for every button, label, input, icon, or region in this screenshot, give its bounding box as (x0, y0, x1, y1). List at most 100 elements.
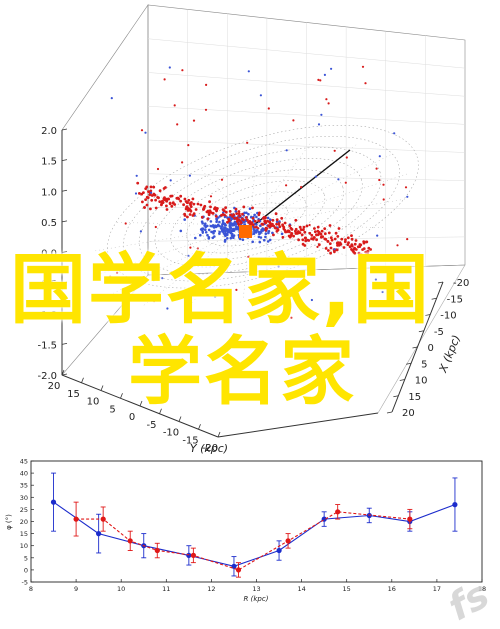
data-point (335, 509, 341, 515)
data-point (50, 499, 57, 505)
scatter-point-red (269, 224, 273, 228)
scatter-point-halo (188, 174, 191, 177)
scatter-point-red (329, 246, 333, 250)
scatter-point-red (194, 208, 198, 211)
scatter-point-red (171, 201, 175, 205)
scatter-point-red (170, 194, 174, 198)
scatter-point-red (160, 202, 164, 206)
scatter-point-red (313, 227, 316, 230)
scatter-point-red (141, 200, 144, 204)
scatter-point-blue (255, 228, 259, 232)
scatter-point-red (283, 228, 287, 232)
y-tick-label: -15 (182, 435, 198, 446)
x-tick-label: -15 (447, 294, 463, 305)
scatter-point-red (275, 222, 278, 226)
scatter-point-blue (229, 236, 233, 240)
scatter-point-blue (232, 234, 236, 237)
scatter-point-red (260, 222, 264, 226)
scatter-point-red (318, 231, 321, 235)
scatter-point-halo (376, 234, 379, 237)
data-point (186, 552, 192, 559)
scatter-point-halo (320, 113, 323, 116)
scatter-point-red (366, 250, 370, 253)
scatter-point-red (226, 220, 229, 224)
sun-direction-line (244, 149, 351, 233)
z-tick-label: 2.0 (41, 126, 57, 137)
scatter-point-red (200, 215, 204, 219)
scatter-point-blue (215, 218, 219, 222)
scatter-point-red (241, 212, 244, 216)
x-tick-label: 9 (74, 585, 78, 593)
scatter-point-halo (290, 316, 293, 319)
scatter-point-red (329, 236, 333, 240)
y-tick-label: 20 (20, 518, 28, 526)
scatter-point-red (304, 236, 307, 240)
data-point (127, 538, 133, 544)
scatter-point-halo (139, 230, 142, 233)
scatter-point-halo (406, 238, 409, 241)
scatter-point-red (253, 219, 257, 223)
x-tick-label: 15 (343, 585, 351, 593)
scatter-point-halo (378, 155, 381, 158)
scatter-point-halo (382, 198, 385, 201)
y-tick (178, 416, 182, 422)
scatter-point-halo (199, 293, 202, 296)
z-tick-label: 0.0 (41, 249, 57, 260)
scatter-point-red (288, 224, 292, 228)
scatter-point-red (165, 208, 169, 211)
scatter-point-red (266, 219, 269, 223)
scatter-point-red (335, 248, 339, 252)
scatter-point-red (304, 239, 308, 243)
data-point (154, 547, 160, 554)
scatter-point-halo (246, 141, 249, 144)
scatter-point-halo (396, 244, 399, 247)
scatter-point-halo (166, 307, 169, 310)
y-tick-label: 35 (20, 482, 28, 490)
scatter-point-halo (152, 279, 155, 282)
scatter-point-red (228, 210, 232, 213)
scatter-point-red (303, 244, 307, 247)
scatter-point-red (158, 189, 162, 193)
scatter-point-halo (277, 265, 280, 268)
scatter-point-red (145, 203, 149, 207)
scatter-point-halo (251, 287, 254, 290)
scatter-point-blue (230, 234, 234, 238)
scatter-point-halo (330, 67, 333, 70)
scatter-point-halo (323, 73, 326, 76)
scatter-point-halo (156, 167, 160, 171)
scatter-point-halo (319, 79, 322, 82)
z-tick (61, 220, 68, 223)
scatter-point-red (149, 189, 153, 193)
scatter-point-red (255, 225, 258, 229)
scatter-point-blue (218, 230, 221, 234)
scatter-point-red (327, 231, 331, 235)
scatter-point-red (187, 208, 191, 211)
scatter-point-red (235, 220, 239, 223)
scatter-point-red (289, 226, 293, 230)
x-tick (406, 362, 412, 365)
scatter-point-red (317, 243, 321, 247)
scatter-point-blue (226, 233, 229, 236)
scatter-point-halo (109, 275, 112, 278)
scatter-point-red (366, 252, 370, 256)
scatter-point-red (274, 212, 278, 216)
scatter-point-red (138, 192, 141, 195)
scatter-point-red (241, 217, 244, 221)
scatter-point-red (354, 239, 358, 242)
scatter-point-red (251, 206, 254, 210)
scatter-point-red (353, 242, 357, 246)
scatter-point-red (189, 209, 193, 213)
data-point (96, 531, 102, 537)
data-point (452, 502, 458, 508)
scatter-point-halo (371, 258, 374, 261)
scatter-point-red (237, 218, 241, 222)
scatter-point-halo (189, 246, 192, 249)
floor-right-edge (377, 264, 466, 414)
scatter-point-blue (201, 227, 205, 230)
y-tick-label: 30 (20, 494, 28, 502)
scatter-point-blue (264, 232, 268, 235)
grid-line (147, 38, 466, 69)
z-tick-label: -1.5 (37, 340, 57, 351)
scatter-point-halo (292, 119, 295, 122)
z-tick-label: 0.5 (41, 218, 57, 229)
